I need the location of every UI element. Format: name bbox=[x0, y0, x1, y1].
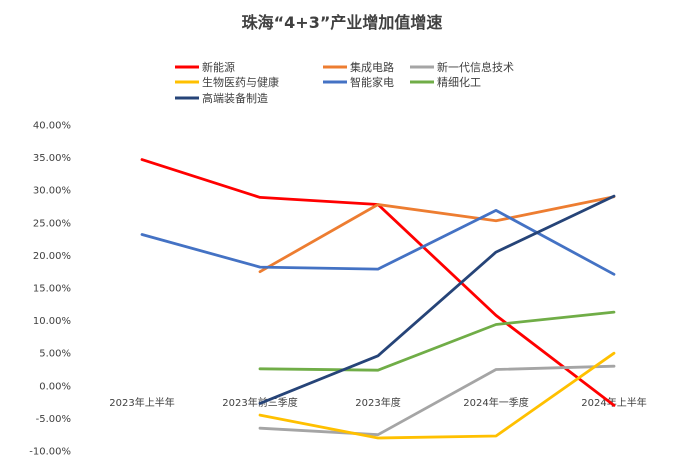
x-category-label: 2024年上半年 bbox=[581, 396, 646, 409]
series-line bbox=[258, 364, 616, 437]
y-axis: -10.00% -5.00% 0.00% 5.00% 10.00% 15.00% 20.00… bbox=[29, 121, 71, 458]
legend-label: 精细化工 bbox=[437, 75, 481, 89]
legend-label: 智能家电 bbox=[350, 75, 394, 89]
y-tick-label: 40.00% bbox=[33, 121, 71, 132]
x-axis: 2023年上半年 2023年前三季度 2023年度 2024年一季度 2024年上半年 bbox=[109, 396, 646, 409]
x-category-label: 2024年一季度 bbox=[463, 396, 528, 409]
legend-label: 集成电路 bbox=[350, 60, 394, 74]
chart-title: 珠海“4+3”产业增加值增速 bbox=[242, 13, 443, 32]
y-tick-label: 15.00% bbox=[33, 284, 71, 295]
y-tick-label: 35.00% bbox=[33, 153, 71, 164]
series-line bbox=[258, 195, 616, 274]
y-tick-label: 10.00% bbox=[33, 316, 71, 327]
series-line bbox=[258, 194, 616, 405]
y-tick-label: 20.00% bbox=[33, 251, 71, 262]
y-tick-label: 0.00% bbox=[39, 381, 71, 392]
plot-area bbox=[140, 158, 616, 440]
y-tick-label: -10.00% bbox=[29, 447, 71, 458]
series-line bbox=[140, 208, 616, 276]
x-category-label: 2023年度 bbox=[355, 396, 400, 409]
y-tick-label: 30.00% bbox=[33, 186, 71, 197]
series-line bbox=[258, 310, 616, 372]
legend-label: 新一代信息技术 bbox=[437, 60, 514, 74]
y-tick-label: -5.00% bbox=[36, 414, 71, 425]
legend-label: 生物医药与健康 bbox=[202, 75, 279, 89]
y-tick-label: 5.00% bbox=[39, 349, 71, 360]
x-category-label: 2023年上半年 bbox=[109, 396, 174, 409]
legend-label: 新能源 bbox=[202, 60, 235, 74]
y-tick-label: 25.00% bbox=[33, 218, 71, 229]
series-line bbox=[258, 351, 616, 440]
legend-label: 高端装备制造 bbox=[202, 91, 268, 105]
